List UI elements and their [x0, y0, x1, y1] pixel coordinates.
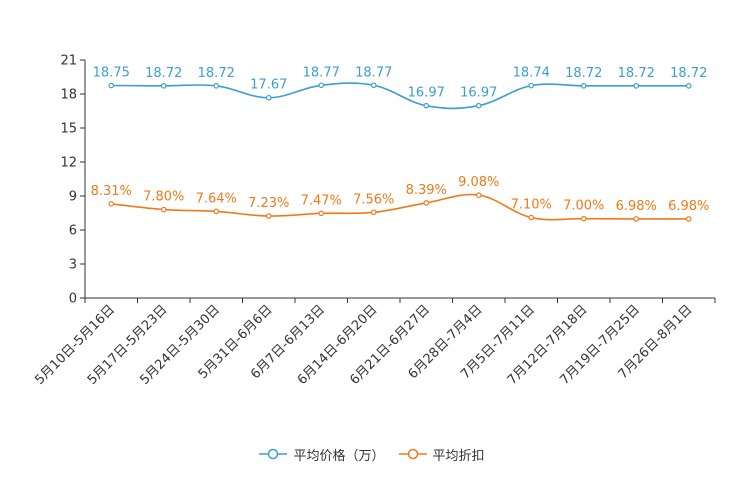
- line-chart: 0369121518215月10日-5月16日5月17日-5月23日5月24日-…: [32, 54, 716, 388]
- y-tick-label: 15: [60, 122, 77, 137]
- data-point: [370, 209, 377, 216]
- data-label: 7.56%: [353, 192, 394, 207]
- data-label: 8.39%: [406, 183, 447, 198]
- data-label: 18.77: [303, 65, 340, 80]
- legend-label-price: 平均价格（万）: [293, 448, 385, 464]
- legend-item-discount[interactable]: 平均折扣: [398, 445, 485, 464]
- data-label: 7.10%: [511, 198, 552, 213]
- data-label: 6.98%: [668, 199, 709, 214]
- data-point: [423, 200, 430, 206]
- data-point: [108, 82, 115, 89]
- data-point: [633, 83, 640, 89]
- data-point: [685, 83, 692, 89]
- data-label: 18.72: [198, 66, 235, 81]
- data-label: 7.23%: [248, 196, 289, 211]
- data-label: 9.08%: [458, 175, 499, 190]
- data-label: 18.72: [670, 66, 707, 81]
- series-line-2: [111, 193, 689, 221]
- data-point: [580, 215, 587, 222]
- legend-label-discount: 平均折扣: [432, 448, 485, 464]
- data-point: [475, 102, 482, 109]
- data-point: [213, 208, 220, 215]
- data-point: [265, 94, 272, 101]
- data-label: 18.72: [145, 66, 182, 81]
- data-point: [528, 214, 535, 221]
- data-label: 18.72: [618, 66, 655, 81]
- data-label: 18.74: [513, 66, 550, 81]
- y-tick-label: 6: [69, 224, 77, 239]
- y-tick-label: 18: [60, 88, 77, 103]
- data-point: [528, 82, 535, 89]
- data-label: 17.67: [250, 78, 287, 93]
- data-point: [475, 192, 482, 198]
- data-point: [685, 216, 692, 222]
- data-point: [633, 216, 640, 222]
- y-tick-label: 12: [60, 156, 77, 171]
- data-point: [265, 213, 272, 219]
- y-tick-label: 9: [69, 190, 77, 205]
- y-tick-label: 21: [60, 54, 77, 69]
- data-label: 7.47%: [301, 193, 342, 208]
- data-label: 18.75: [93, 66, 130, 81]
- data-label: 16.97: [460, 86, 497, 101]
- data-point: [213, 83, 220, 89]
- data-label: 8.31%: [91, 184, 132, 199]
- series-line-1: [111, 82, 689, 110]
- data-point: [423, 102, 430, 109]
- data-point: [370, 82, 377, 89]
- data-point: [318, 82, 325, 89]
- data-label: 7.80%: [143, 190, 184, 205]
- data-point: [318, 210, 325, 217]
- legend-marker-price: [259, 448, 288, 460]
- y-tick-label: 3: [69, 258, 77, 273]
- data-point: [160, 206, 167, 213]
- legend: 平均价格（万） 平均折扣: [0, 444, 744, 464]
- data-label: 18.77: [355, 65, 392, 80]
- legend-item-price[interactable]: 平均价格（万）: [259, 445, 385, 464]
- y-tick-label: 0: [69, 292, 77, 307]
- data-label: 6.98%: [616, 199, 657, 214]
- data-label: 16.97: [408, 86, 445, 101]
- data-label: 7.00%: [563, 199, 604, 214]
- data-point: [108, 201, 115, 207]
- data-point: [160, 83, 167, 89]
- legend-marker-discount: [398, 448, 427, 460]
- data-label: 7.64%: [196, 191, 237, 206]
- data-point: [580, 83, 587, 89]
- data-label: 18.72: [565, 66, 602, 81]
